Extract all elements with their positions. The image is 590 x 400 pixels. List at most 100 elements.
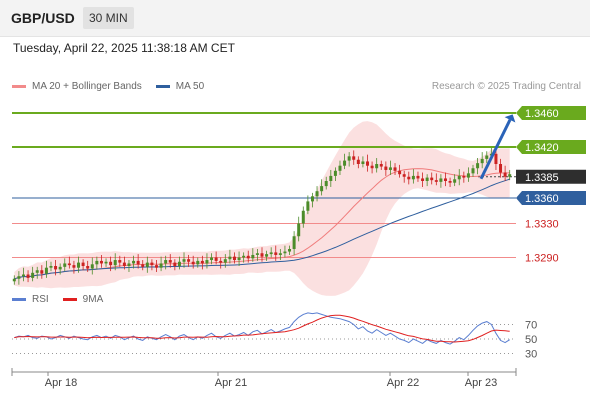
symbol-title: GBP/USD bbox=[11, 10, 75, 26]
legend-label-ma20: MA 20 + Bollinger Bands bbox=[32, 81, 142, 92]
candle bbox=[40, 265, 44, 279]
candle bbox=[242, 252, 246, 263]
candle bbox=[196, 257, 200, 268]
candle bbox=[306, 195, 310, 215]
legend-swatch-ma20 bbox=[12, 85, 26, 88]
level-label-1.3385: 1.3385 bbox=[525, 172, 559, 184]
candle bbox=[58, 263, 62, 275]
candle bbox=[44, 260, 48, 278]
forecast-arrow-shaft bbox=[479, 119, 512, 180]
candle bbox=[31, 266, 35, 282]
x-tick-label: Apr 22 bbox=[387, 377, 419, 389]
level-box-1.3460 bbox=[516, 106, 586, 120]
candle bbox=[164, 255, 168, 270]
candle bbox=[191, 255, 195, 269]
candle bbox=[453, 174, 457, 187]
candle bbox=[17, 271, 21, 285]
candle bbox=[269, 247, 273, 258]
level-label-1.3420: 1.3420 bbox=[525, 142, 559, 154]
candle bbox=[72, 260, 76, 274]
candle bbox=[95, 256, 99, 270]
candle bbox=[200, 255, 204, 270]
candles bbox=[12, 147, 512, 285]
candle bbox=[141, 260, 145, 271]
candle bbox=[356, 156, 360, 169]
candle bbox=[347, 152, 351, 167]
candle bbox=[297, 216, 301, 242]
rsi-panel: 70 50 30 bbox=[12, 312, 537, 361]
candle bbox=[494, 150, 498, 170]
candle bbox=[177, 256, 181, 270]
candle bbox=[434, 173, 438, 186]
rsi-tick-label: 70 bbox=[525, 320, 537, 332]
candle bbox=[232, 252, 236, 264]
candle bbox=[26, 270, 30, 283]
candle bbox=[333, 167, 337, 181]
candle bbox=[205, 253, 209, 269]
x-tick-label: Apr 21 bbox=[215, 377, 247, 389]
level-label-1.3290: 1.3290 bbox=[525, 253, 559, 265]
rsi-ma-line bbox=[14, 314, 510, 343]
candle bbox=[375, 158, 379, 173]
candle bbox=[187, 254, 191, 267]
candle bbox=[402, 170, 406, 183]
candle bbox=[159, 256, 163, 272]
candle bbox=[421, 172, 425, 187]
level-label-1.3460: 1.3460 bbox=[525, 108, 559, 120]
candle bbox=[35, 266, 39, 279]
candle bbox=[118, 255, 122, 267]
candle bbox=[485, 151, 489, 164]
candle bbox=[86, 260, 90, 272]
candle bbox=[343, 153, 347, 170]
candle bbox=[182, 252, 186, 268]
candle bbox=[21, 267, 25, 282]
candle bbox=[379, 160, 383, 170]
candle bbox=[384, 161, 388, 176]
chart-header: GBP/USD 30 MIN bbox=[0, 0, 590, 37]
candle bbox=[361, 156, 365, 168]
legend-swatch-ma50 bbox=[155, 85, 170, 88]
candle bbox=[127, 260, 131, 272]
candle bbox=[145, 256, 149, 273]
candle bbox=[278, 249, 282, 261]
candle bbox=[113, 253, 117, 271]
candle bbox=[407, 171, 411, 185]
candle bbox=[352, 150, 356, 165]
timeframe-button[interactable]: 30 MIN bbox=[83, 7, 134, 29]
candle bbox=[503, 165, 507, 181]
candle bbox=[393, 163, 397, 176]
candle bbox=[370, 161, 374, 174]
candle bbox=[223, 254, 227, 268]
candle bbox=[67, 256, 71, 269]
candle bbox=[154, 260, 158, 272]
legend-swatch-rsi bbox=[12, 298, 26, 301]
candle bbox=[499, 158, 503, 178]
rsi-tick-label: 30 bbox=[525, 349, 537, 361]
candle bbox=[416, 171, 420, 182]
candle bbox=[150, 259, 154, 271]
candle bbox=[366, 154, 370, 172]
candle bbox=[324, 176, 328, 190]
candle bbox=[251, 248, 255, 262]
forecast-arrow-head bbox=[504, 114, 516, 123]
candle bbox=[237, 251, 241, 266]
level-label-1.3360: 1.3360 bbox=[525, 193, 559, 205]
candle bbox=[480, 152, 484, 169]
candle bbox=[329, 169, 333, 187]
candle bbox=[301, 206, 305, 228]
candle bbox=[274, 245, 278, 261]
candle bbox=[168, 254, 172, 268]
candle bbox=[109, 256, 113, 272]
level-lines bbox=[12, 112, 516, 258]
candle bbox=[260, 247, 264, 262]
candle bbox=[338, 160, 342, 176]
candle bbox=[320, 179, 324, 196]
rsi-legend: RSI 9MA bbox=[12, 294, 103, 305]
candle bbox=[12, 275, 16, 285]
candle bbox=[265, 250, 269, 261]
candle bbox=[448, 177, 452, 187]
candle bbox=[104, 258, 108, 267]
candle bbox=[315, 186, 319, 202]
x-axis: Apr 18 Apr 21 Apr 22 Apr 23 bbox=[11, 368, 517, 389]
candle bbox=[476, 158, 480, 175]
